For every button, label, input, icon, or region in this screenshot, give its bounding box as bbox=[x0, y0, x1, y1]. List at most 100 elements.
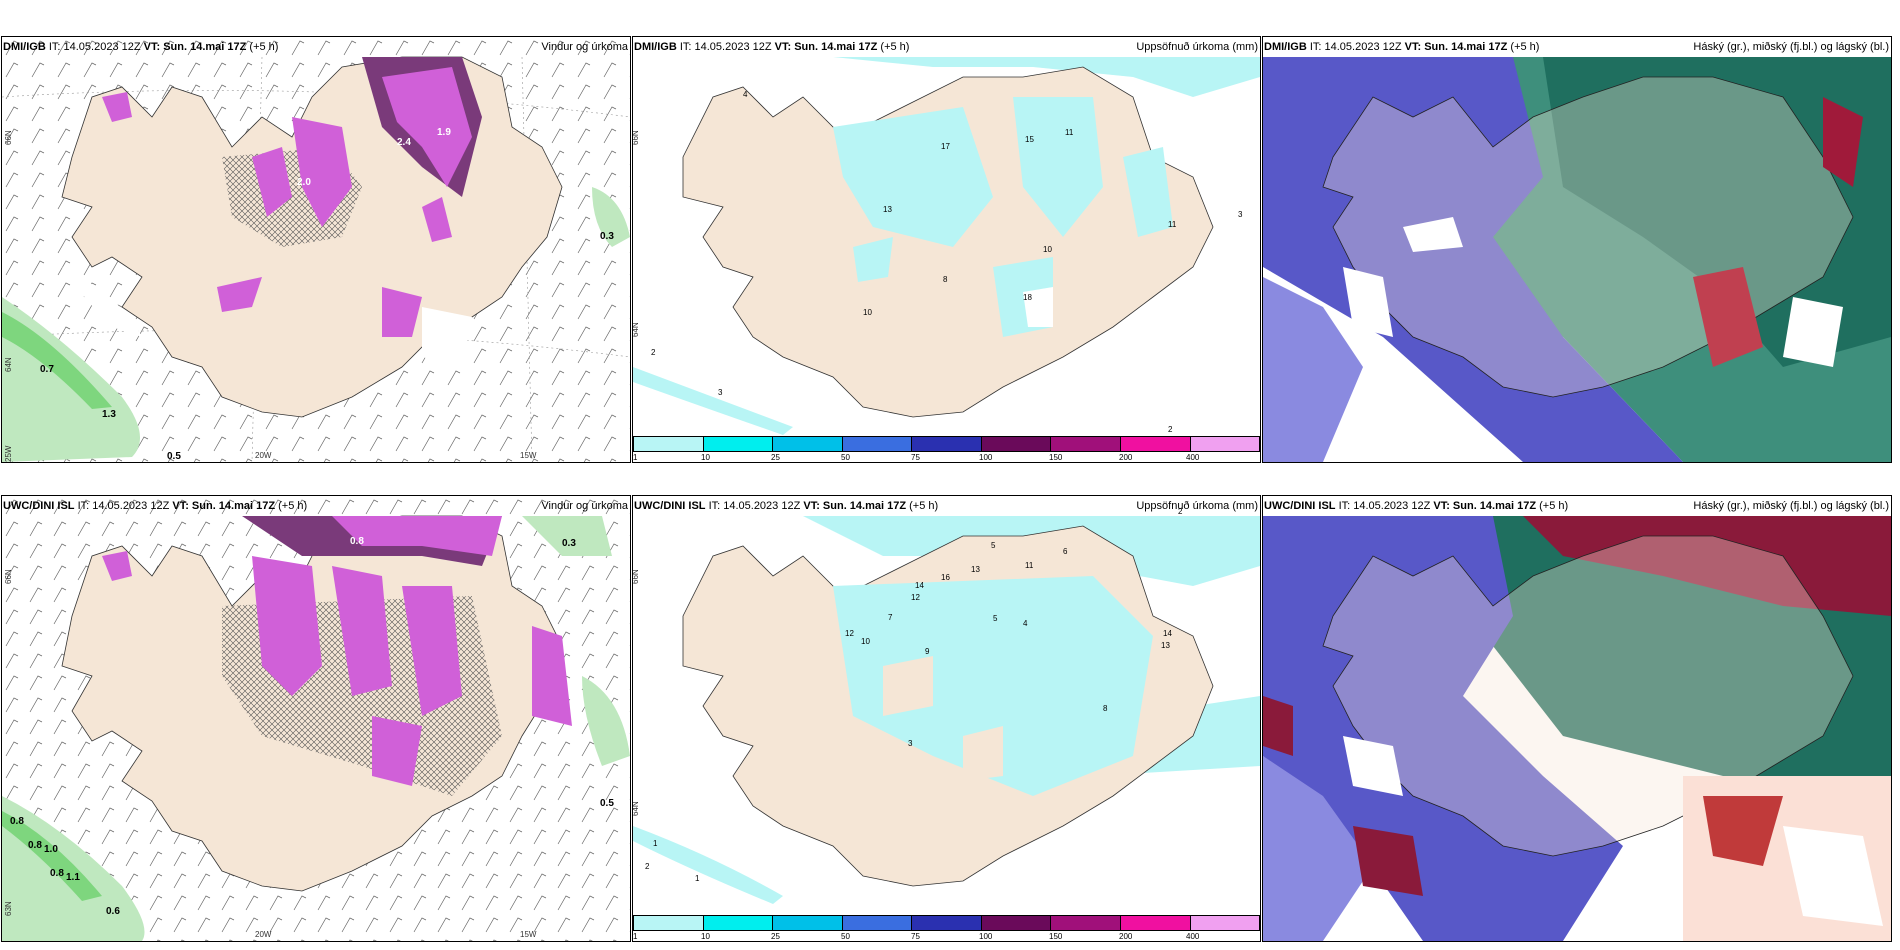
valid-time: Sun. 14.mai 17Z bbox=[163, 41, 247, 53]
precip-label: 9 bbox=[925, 647, 930, 656]
colorbar-swatch bbox=[842, 437, 913, 451]
precip-label: 14 bbox=[1163, 629, 1172, 638]
precip-label: 13 bbox=[1161, 641, 1170, 650]
precip-label: 15 bbox=[1025, 135, 1034, 144]
colorbar-swatch bbox=[1190, 437, 1260, 451]
precip-label: 17 bbox=[941, 142, 950, 151]
panel-clouds-top: DMI/IGB IT: 14.05.2023 12Z VT: Sun. 14.m… bbox=[1262, 36, 1892, 463]
precip-label: 10 bbox=[863, 308, 872, 317]
precip-label: 2 bbox=[651, 348, 656, 357]
colorbar-swatch bbox=[773, 437, 843, 451]
wind-label: 0.3 bbox=[600, 231, 614, 242]
wind-precip-map: 0.8 0.8 1.0 0.8 1.1 0.6 0.5 0.8 0.3 bbox=[2, 496, 630, 941]
colorbar-ticks: 1 10 25 50 75 100 150 200 400 bbox=[633, 453, 1200, 462]
wind-label: 0.7 bbox=[40, 364, 54, 375]
colorbar-swatch bbox=[773, 916, 843, 930]
precip-label: 12 bbox=[845, 629, 854, 638]
precip-label: 12 bbox=[911, 593, 920, 602]
wind-label: 1.3 bbox=[102, 409, 116, 420]
precip-label: 8 bbox=[1103, 704, 1108, 713]
colorbar-swatch bbox=[703, 916, 774, 930]
accum-precip-map: 2 5 6 11 13 16 14 12 10 7 9 5 12 4 14 13… bbox=[633, 496, 1260, 941]
precip-label: 1 bbox=[695, 874, 700, 883]
precip-label: 7 bbox=[888, 613, 893, 622]
panel-clouds-bottom: UWC/DINI ISL IT: 14.05.2023 12Z VT: Sun.… bbox=[1262, 495, 1892, 942]
precip-label: 13 bbox=[971, 565, 980, 574]
precip-label: 3 bbox=[1238, 210, 1243, 219]
wind-label: 0.5 bbox=[167, 451, 181, 462]
precip-label: 3 bbox=[718, 388, 723, 397]
colorbar-swatch bbox=[703, 437, 774, 451]
wind-label: 0.8 bbox=[50, 868, 64, 879]
panel-title: UWC/DINI ISL IT: 14.05.2023 12Z VT: Sun.… bbox=[3, 500, 628, 512]
lon-label: 15W bbox=[520, 930, 537, 939]
precip-label: 8 bbox=[943, 275, 948, 284]
panel-precip-bottom: UWC/DINI ISL IT: 14.05.2023 12Z VT: Sun.… bbox=[632, 495, 1261, 942]
colorbar-swatch bbox=[912, 437, 982, 451]
lon-label: 25W bbox=[4, 445, 13, 462]
colorbar-swatch bbox=[1120, 916, 1191, 930]
colorbar-swatch bbox=[1051, 437, 1121, 451]
colorbar-swatch bbox=[912, 916, 982, 930]
precip-label: 10 bbox=[1043, 245, 1052, 254]
colorbar-ticks: 1 10 25 50 75 100 150 200 400 bbox=[633, 932, 1200, 941]
precip-label: 1 bbox=[653, 839, 658, 848]
precip-label: 16 bbox=[941, 573, 950, 582]
precip-label: 5 bbox=[991, 541, 996, 550]
wind-label: 1.0 bbox=[44, 844, 58, 855]
colorbar-swatches bbox=[633, 915, 1260, 931]
precip-label: 18 bbox=[1023, 293, 1032, 302]
lat-label: 66N bbox=[4, 569, 13, 584]
panel-title: DMI/IGB IT: 14.05.2023 12Z VT: Sun. 14.m… bbox=[3, 41, 628, 53]
precip-label: 2 bbox=[645, 862, 650, 871]
lon-label: 20W bbox=[255, 451, 272, 460]
precip-area bbox=[332, 516, 502, 556]
panel-title: UWC/DINI ISL IT: 14.05.2023 12Z VT: Sun.… bbox=[1264, 500, 1889, 512]
panel-field-name: Vindur og úrkoma bbox=[541, 41, 628, 53]
accum-precip-map: 17 15 11 13 10 11 3 8 18 10 2 3 2 4 bbox=[633, 37, 1260, 462]
panel-wind-top: DMI/IGB IT: 14.05.2023 12Z VT: Sun. 14.m… bbox=[1, 36, 631, 463]
wind-label: 0.8 bbox=[28, 840, 42, 851]
colorbar-swatches bbox=[633, 436, 1260, 452]
precip-label: 14 bbox=[915, 581, 924, 590]
cloud-map bbox=[1263, 516, 1891, 941]
wind-label: 0.8 bbox=[350, 536, 364, 547]
lat-label: 64N bbox=[4, 357, 13, 372]
precip-label: 11 bbox=[1168, 220, 1177, 229]
wind-label: 0.3 bbox=[562, 538, 576, 549]
lon-label: 15W bbox=[520, 451, 537, 460]
precip-label: 13 bbox=[883, 205, 892, 214]
panel-title: DMI/IGB IT: 14.05.2023 12Z VT: Sun. 14.m… bbox=[1264, 41, 1889, 53]
init-time: IT: 14.05.2023 12Z bbox=[48, 41, 141, 53]
wind-label: 0.8 bbox=[10, 816, 24, 827]
lat-label: 64N bbox=[632, 322, 640, 337]
precip-label: 4 bbox=[743, 90, 748, 99]
precip-label: 4 bbox=[1023, 619, 1028, 628]
lead-time: (+5 h) bbox=[249, 41, 279, 53]
wind-label: 0.6 bbox=[106, 906, 120, 917]
lat-label: 66N bbox=[4, 130, 13, 145]
lat-label: 64N bbox=[632, 801, 640, 816]
colorbar-swatch bbox=[634, 437, 704, 451]
model-source: DMI/IGB bbox=[3, 41, 46, 53]
precip-colorbar: 1 10 25 50 75 100 150 200 400 bbox=[633, 436, 1260, 462]
precip-area bbox=[382, 67, 472, 187]
colorbar-swatch bbox=[1051, 916, 1121, 930]
panel-wind-bottom: UWC/DINI ISL IT: 14.05.2023 12Z VT: Sun.… bbox=[1, 495, 631, 942]
lat-label: 66N bbox=[632, 569, 640, 584]
cloud-map bbox=[1263, 57, 1891, 462]
precip-label: 6 bbox=[1063, 547, 1068, 556]
wind-label: 2.4 bbox=[397, 137, 411, 148]
colorbar-swatch bbox=[1190, 916, 1260, 930]
precip-label: 11 bbox=[1065, 128, 1074, 137]
colorbar-swatch bbox=[1120, 437, 1191, 451]
wind-label: 0.5 bbox=[600, 798, 614, 809]
precip-label: 10 bbox=[861, 637, 870, 646]
panel-precip-top: DMI/IGB IT: 14.05.2023 12Z VT: Sun. 14.m… bbox=[632, 36, 1261, 463]
colorbar-swatch bbox=[981, 437, 1052, 451]
panel-title: UWC/DINI ISL IT: 14.05.2023 12Z VT: Sun.… bbox=[634, 500, 1258, 512]
precip-colorbar: 1 10 25 50 75 100 150 200 400 bbox=[633, 915, 1260, 941]
panel-title: DMI/IGB IT: 14.05.2023 12Z VT: Sun. 14.m… bbox=[634, 41, 1258, 53]
wind-label: 2.0 bbox=[297, 177, 311, 188]
colorbar-swatch bbox=[842, 916, 913, 930]
